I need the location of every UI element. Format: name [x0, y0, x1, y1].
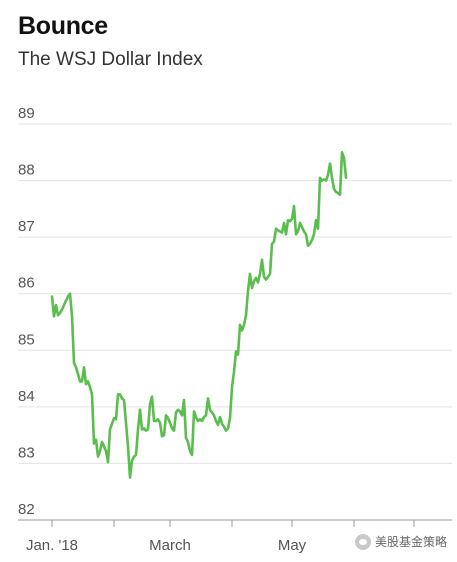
chart-title: Bounce — [18, 12, 108, 40]
dollar-index-line — [50, 150, 348, 479]
watermark-text: 美股基金策略 — [374, 535, 447, 549]
y-tick-label: 83 — [18, 444, 35, 461]
x-tick-label: March — [149, 537, 191, 554]
y-tick-label: 85 — [18, 331, 35, 348]
y-tick-label: 88 — [18, 162, 35, 179]
x-tick-labels: Jan. '18 March May — [26, 537, 307, 554]
chart-subtitle: The WSJ Dollar Index — [18, 49, 203, 70]
y-tick-label: 89 — [18, 105, 35, 122]
y-tick-label: 82 — [18, 501, 35, 518]
y-tick-label: 86 — [18, 275, 35, 292]
wechat-icon — [354, 533, 371, 550]
x-tick-label: May — [278, 537, 307, 554]
y-axis: 82 83 84 85 86 87 88 89 — [18, 105, 35, 518]
watermark: 美股基金策略 — [354, 533, 447, 550]
y-tick-label: 87 — [18, 218, 35, 235]
x-tick-label: Jan. '18 — [26, 537, 78, 554]
series-group — [50, 150, 348, 479]
y-tick-label: 84 — [18, 388, 35, 405]
grid-lines — [18, 123, 452, 464]
x-axis — [18, 519, 452, 527]
